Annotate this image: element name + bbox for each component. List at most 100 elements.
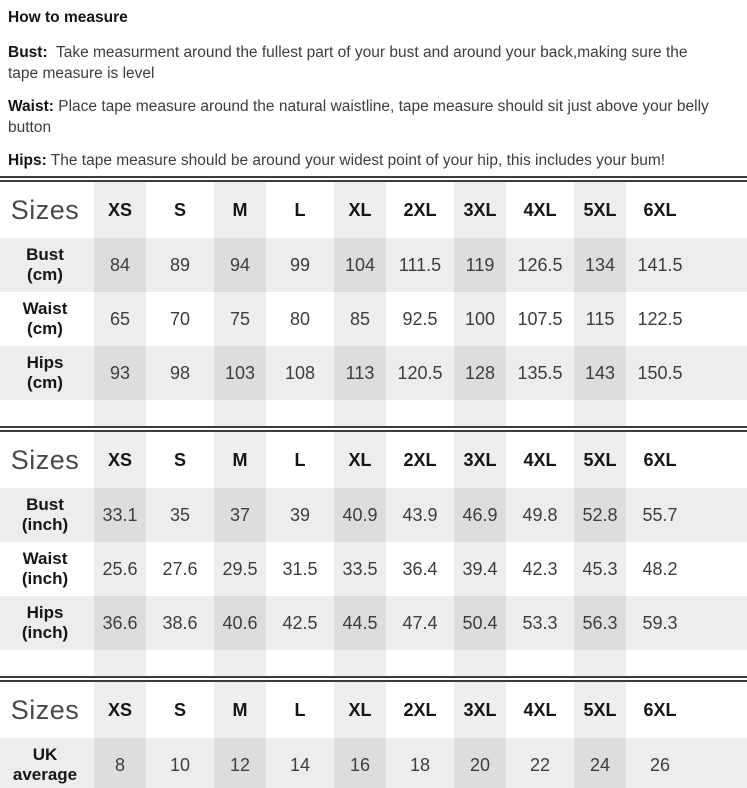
gap-cell [270, 400, 330, 426]
size-value-inch-waist-4xl: 42.3 [522, 558, 558, 579]
gap-cell [390, 400, 450, 426]
size-value-inch-hips-l: 42.5 [270, 596, 330, 650]
hips-instruction: Hips: The tape measure should be around … [8, 150, 747, 172]
size-column-header-l: L [294, 699, 306, 720]
size-value-uk-average-uk-m: 12 [210, 738, 270, 788]
size-value-inch-waist-3xl: 39.4 [450, 542, 510, 596]
bust-instruction-text: Take measurment around the fullest part … [8, 43, 688, 83]
waist-instruction-text: Place tape measure around the natural wa… [8, 97, 709, 137]
waist-instruction: Waist: Place tape measure around the nat… [8, 96, 747, 139]
double-rule [0, 176, 747, 182]
size-value-cm-hips-6xl: 150.5 [630, 346, 690, 400]
row-label-waist: Waist (cm) [22, 299, 68, 338]
filler-cell [690, 488, 747, 542]
size-column-header-5xl: 5XL [570, 432, 630, 488]
size-value-cm-bust-m: 94 [210, 238, 270, 292]
size-value-inch-bust-6xl: 55.7 [630, 488, 690, 542]
hips-instruction-text: The tape measure should be around your w… [46, 151, 666, 169]
size-column-header-4xl: 4XL [523, 199, 557, 220]
stripe-gap [0, 650, 747, 676]
size-value-inch-bust-l: 39 [270, 488, 330, 542]
size-value-cm-hips-2xl: 120.5 [390, 346, 450, 400]
gap-cell [210, 400, 270, 426]
bust-instruction: Bust: Take measurment around the fullest… [8, 42, 747, 85]
size-value-cm-bust-2xl: 111.5 [390, 238, 450, 292]
gap-cell [150, 400, 210, 426]
size-table-cm-grid: Sizes XS S M L XL 2XL 3XL 4XL 5XL 6XL Bust (cm) 84 89… [0, 182, 747, 400]
size-value-inch-waist-2xl: 36.4 [402, 558, 438, 579]
how-to-measure-title: How to measure [8, 9, 128, 26]
size-value-uk-average-uk-4xl: 22 [510, 738, 570, 788]
bust-instruction-label: Bust: [8, 43, 48, 61]
size-value-uk-average-uk-3xl: 20 [450, 738, 510, 788]
size-column-header-s: S [173, 199, 186, 220]
size-value-inch-hips-xl: 44.5 [330, 596, 390, 650]
gap-cell [330, 650, 390, 676]
size-value-cm-bust-l: 99 [270, 238, 330, 292]
row-label-hips: Hips (inch) [0, 596, 90, 650]
size-value-uk-average-uk-xs: 8 [90, 738, 150, 788]
filler-cell [690, 346, 747, 400]
size-column-header-m: M [210, 682, 270, 738]
size-value-cm-bust-s: 89 [150, 238, 210, 292]
gap-cell [630, 400, 690, 426]
filler-cell [690, 292, 747, 346]
gap-cell [0, 650, 90, 676]
size-column-header-6xl: 6XL [643, 449, 677, 470]
filler-cell [690, 238, 747, 292]
row-label-waist: Waist (inch) [21, 549, 69, 588]
how-to-measure-section: How to measure Bust: Take measurment aro… [0, 0, 747, 176]
size-value-cm-waist-xl: 85 [330, 292, 390, 346]
size-value-inch-bust-s: 35 [150, 488, 210, 542]
double-rule [0, 426, 747, 432]
size-value-uk-average-uk-5xl: 24 [570, 738, 630, 788]
size-value-cm-hips-s: 98 [150, 346, 210, 400]
row-label-hips: Hips (cm) [0, 346, 90, 400]
row-label-bust: Bust (inch) [0, 488, 90, 542]
gap-cell [690, 650, 747, 676]
size-value-cm-hips-xl: 113 [330, 346, 390, 400]
size-column-header-xs: XS [90, 182, 150, 238]
size-value-cm-waist-xs: 65 [90, 292, 150, 346]
size-value-cm-waist-s: 70 [169, 308, 191, 329]
gap-cell [390, 650, 450, 676]
size-value-cm-bust-xs: 84 [90, 238, 150, 292]
double-rule [0, 676, 747, 682]
size-value-cm-waist-3xl: 100 [450, 292, 510, 346]
size-value-cm-bust-xl: 104 [330, 238, 390, 292]
size-value-cm-hips-5xl: 143 [570, 346, 630, 400]
size-value-inch-waist-l: 31.5 [282, 558, 318, 579]
size-value-uk-average-uk-2xl: 18 [390, 738, 450, 788]
size-value-inch-hips-xs: 36.6 [90, 596, 150, 650]
filler-cell [690, 542, 747, 596]
size-value-cm-bust-4xl: 126.5 [510, 238, 570, 292]
size-value-inch-bust-xs: 33.1 [90, 488, 150, 542]
sizes-corner-label: Sizes [10, 194, 80, 225]
size-value-inch-waist-5xl: 45.3 [570, 542, 630, 596]
sizes-corner-label: Sizes [10, 694, 80, 725]
filler-cell [690, 682, 747, 738]
size-value-inch-waist-s: 27.6 [162, 558, 198, 579]
gap-cell [90, 400, 150, 426]
size-column-header-xs: XS [90, 682, 150, 738]
size-value-inch-hips-m: 40.6 [210, 596, 270, 650]
size-value-inch-waist-xl: 33.5 [330, 542, 390, 596]
size-value-inch-bust-4xl: 49.8 [510, 488, 570, 542]
gap-cell [450, 650, 510, 676]
waist-instruction-label: Waist: [8, 97, 54, 115]
hips-instruction-label: Hips: [8, 151, 47, 169]
size-value-cm-bust-5xl: 134 [570, 238, 630, 292]
size-column-header-m: M [210, 432, 270, 488]
size-value-inch-bust-xl: 40.9 [330, 488, 390, 542]
size-table-uk-average-grid: Sizes XS S M L XL 2XL 3XL 4XL 5XL 6XL UK average 8 10… [0, 682, 747, 788]
size-value-inch-bust-2xl: 43.9 [390, 488, 450, 542]
size-value-cm-bust-6xl: 141.5 [630, 238, 690, 292]
size-table-inch: Sizes XS S M L XL 2XL 3XL 4XL 5XL 6XL Bust (inch) 33… [0, 426, 747, 676]
size-column-header-l: L [294, 449, 306, 470]
size-column-header-3xl: 3XL [450, 432, 510, 488]
size-column-header-xl: XL [330, 682, 390, 738]
gap-cell [90, 650, 150, 676]
gap-cell [570, 650, 630, 676]
gap-cell [330, 400, 390, 426]
size-table-uk-average: Sizes XS S M L XL 2XL 3XL 4XL 5XL 6XL UK average 8 10… [0, 676, 747, 788]
